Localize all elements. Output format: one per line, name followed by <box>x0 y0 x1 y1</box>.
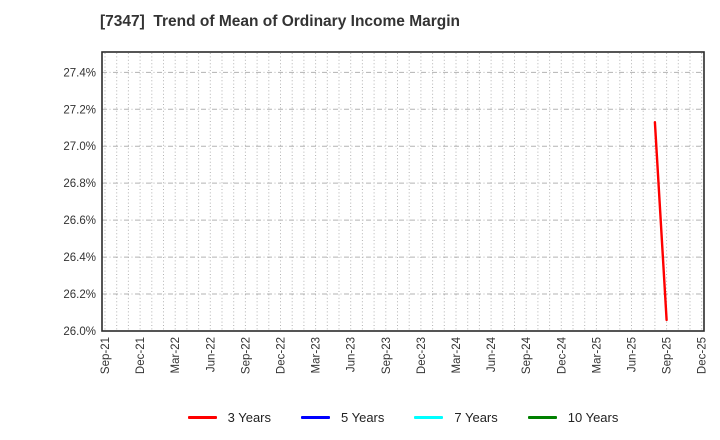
chart-title: [7347] Trend of Mean of Ordinary Income … <box>100 13 461 30</box>
x-tick-labels: Sep-21 Dec-21 Mar-22 Jun-22 Sep-22 Dec-22 Mar-… <box>100 336 709 374</box>
y-tick-label: 26.2% <box>63 289 96 301</box>
x-tick-label: Sep-23 <box>381 337 393 374</box>
y-tick-label: 27.4% <box>63 67 96 79</box>
legend-item-7-years: 7 Years <box>414 409 498 425</box>
legend-line-swatch-7-years <box>414 415 444 419</box>
x-tick-label: Dec-22 <box>276 337 288 374</box>
y-tick-label: 26.4% <box>63 252 96 264</box>
y-tick-label: 26.0% <box>63 326 96 338</box>
x-tick-label: Sep-22 <box>240 337 252 374</box>
x-gridlines <box>104 53 703 330</box>
y-tick-labels: 26.0% 26.2% 26.4% 26.6% 26.8% 27.0% 27.2% 27.4% <box>63 67 96 338</box>
series-line-3-years <box>653 120 668 322</box>
x-tick-label: Dec-21 <box>135 337 147 374</box>
x-tick-label: Dec-23 <box>416 337 428 374</box>
legend-item-3-years: 3 Years <box>187 409 271 425</box>
y-gridlines <box>102 71 704 295</box>
x-tick-label: Mar-23 <box>311 337 323 373</box>
legend-line-swatch-5-years <box>301 415 330 419</box>
legend-item-5-years: 5 Years <box>301 411 384 424</box>
x-tick-label: Jun-25 <box>627 337 639 372</box>
legend-label-3-years: 3 Years <box>227 409 271 425</box>
x-tick-label: Jun-24 <box>486 336 498 372</box>
x-tick-label: Dec-25 <box>697 337 709 374</box>
y-tick-label: 26.8% <box>63 178 96 190</box>
x-tick-label: Sep-24 <box>521 336 533 374</box>
legend-label-5-years: 5 Years <box>341 409 385 425</box>
y-tick-label: 27.0% <box>63 141 96 153</box>
x-tick-label: Sep-21 <box>100 337 112 374</box>
x-tick-label: Jun-23 <box>346 337 358 372</box>
x-tick-label: Mar-24 <box>451 336 463 373</box>
legend-label-10-years: 10 Years <box>567 409 619 425</box>
y-tick-label: 27.2% <box>63 104 96 116</box>
y-tick-label: 26.6% <box>63 215 96 227</box>
legend-item-10-years: 10 Years <box>527 409 619 425</box>
legend-line-swatch-10-years <box>527 415 557 419</box>
x-tick-label: Jun-22 <box>205 337 217 372</box>
legend-line-swatch-3-years <box>187 415 217 419</box>
axis-frame <box>101 51 705 332</box>
chart-legend: 3 Years 5 Years 7 Years 10 Years <box>102 405 704 429</box>
x-tick-label: Mar-22 <box>170 337 182 373</box>
x-tick-label: Sep-25 <box>662 337 674 374</box>
x-tick-label: Mar-25 <box>591 337 603 373</box>
x-tick-label: Dec-24 <box>556 336 568 374</box>
legend-label-7-years: 7 Years <box>454 409 498 425</box>
